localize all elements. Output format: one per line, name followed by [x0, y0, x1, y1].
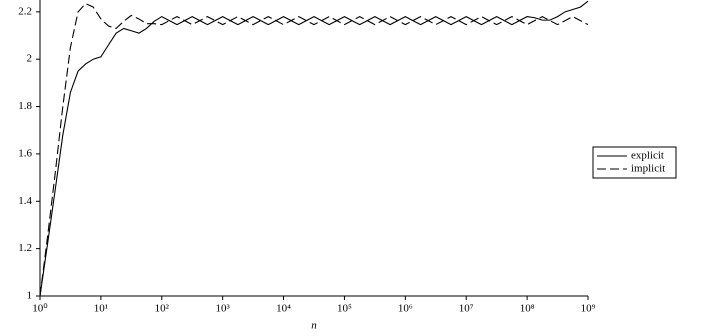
x-tick-label: 10⁹	[581, 303, 596, 315]
y-tick-label: 2	[27, 53, 33, 65]
series-line	[39, 0, 589, 297]
x-tick-label: 10²	[155, 303, 170, 315]
series-line	[39, 2, 589, 297]
legend-label: explicit	[631, 150, 664, 162]
y-tick-label: 1	[27, 290, 33, 302]
x-tick-label: 10³	[216, 303, 231, 315]
x-tick-label: 10⁸	[520, 303, 535, 315]
y-tick-label: 1.2	[18, 242, 32, 254]
legend-box	[592, 146, 677, 179]
x-axis-label: n	[311, 320, 317, 332]
y-tick-label: 1.4	[18, 195, 32, 207]
x-tick-label: 10⁴	[276, 303, 291, 315]
x-tick-label: 10⁶	[398, 303, 413, 315]
y-tick-label: 1.8	[18, 100, 32, 112]
y-tick-label: 2.2	[18, 5, 32, 17]
x-tick-label: 10⁰	[32, 303, 48, 315]
legend-label: implicit	[631, 163, 665, 175]
x-tick-label: 10⁵	[337, 303, 352, 315]
y-tick-label: 1.6	[18, 147, 32, 159]
x-tick-label: 10¹	[94, 303, 108, 315]
x-tick-label: 10⁷	[459, 303, 474, 315]
